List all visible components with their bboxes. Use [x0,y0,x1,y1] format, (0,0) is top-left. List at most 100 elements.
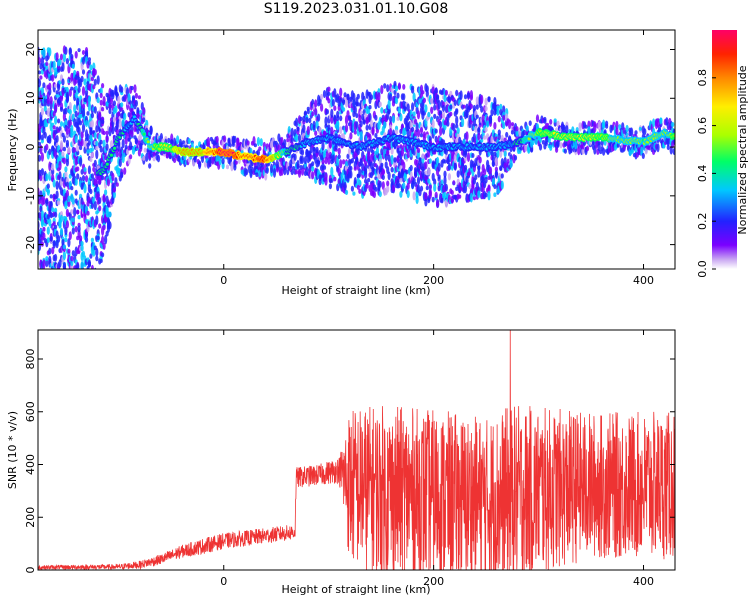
y-tick-label: 400 [24,454,37,475]
spectrogram-noise-blob [64,107,68,115]
spectrogram-noise-blob [484,192,488,198]
spectrogram-noise-blob [425,185,429,191]
spectrogram-noise-blob [48,47,52,57]
spectrogram-noise-blob [314,130,318,136]
spectrogram-noise-blob [60,284,63,294]
y-tick-label: 200 [24,507,37,528]
spectrogram-noise-blob [359,110,363,116]
spectrogram-noise-blob [60,271,63,278]
spectrogram-noise-blob [40,241,45,247]
spectrogram-noise-blob [347,148,352,156]
spectrogram-noise-blob [46,188,50,196]
spectrogram-noise-blob [67,248,71,254]
spectrogram-noise-blob [331,99,335,107]
spectrogram-noise-blob [416,147,421,154]
spectrogram-noise-blob [343,181,347,191]
spectrogram-noise-blob [399,178,403,183]
spectrogram-noise-blob [98,111,102,120]
snr-y-label: SNR (10 * v/v) [6,411,19,489]
spectrogram-noise-blob [42,259,46,269]
spectrogram-noise-blob [49,236,53,242]
spectrogram-noise-blob [255,172,259,177]
spectrogram-noise-blob [380,84,384,95]
y-tick-label: 10 [24,91,37,105]
colorbar: 0.00.20.40.60.8 Normalized spectral ampl… [696,30,749,278]
spectrogram-noise-blob [352,92,356,102]
spectrogram-noise-blob [84,120,89,127]
spectrogram-noise-blob [513,155,518,161]
spectrogram-noise-blob [403,173,407,178]
spectrogram-noise-blob [93,78,97,86]
spectrogram-noise-blob [502,114,506,121]
spectrogram-noise-blob [70,124,74,133]
spectrogram-noise-blob [230,161,234,172]
spectrogram-noise-blob [372,191,376,199]
spectrogram-noise-blob [471,153,475,158]
spectrogram-noise-blob [358,179,362,186]
spectrogram-noise-blob [72,273,75,277]
spectrogram-noise-blob [105,130,109,136]
spectrogram-noise-blob [391,184,396,192]
spectrogram-noise-blob [584,124,588,129]
spectrogram-noise-blob [173,157,177,163]
spectrogram-noise-blob [462,139,466,145]
spectrogram-noise-blob [41,279,44,288]
spectrogram-noise-blob [111,125,115,135]
spectrogram-noise-blob [369,94,374,100]
spectrogram-noise-blob [99,145,103,153]
spectrogram-noise-blob [466,92,471,99]
spectrogram-noise-blob [61,287,64,291]
spectrogram-noise-blob [134,92,138,99]
spectrogram-noise-blob [378,180,382,188]
spectrogram-noise-blob [83,183,87,194]
spectrogram-noise-blob [300,167,305,176]
spectrogram-noise-blob [84,175,89,183]
spectrogram-noise-blob [95,125,99,133]
spectrogram-noise-blob [480,105,484,113]
spectrogram-noise-blob [89,188,93,195]
spectrogram-noise-blob [328,183,332,190]
spectrogram-noise-blob [46,183,50,189]
spectrogram-noise-blob [327,157,331,165]
spectrogram-noise-blob [64,46,68,55]
spectrogram-noise-blob [358,168,362,178]
spectrogram-noise-blob [156,154,161,163]
spectrogram-noise-blob [65,139,69,146]
spectrogram-noise-blob [74,135,78,144]
spectrogram-noise-blob [446,120,450,127]
spectrogram-noise-blob [543,116,547,122]
spectrogram-noise-blob [296,159,300,170]
spectrogram-noise-blob [491,160,495,167]
spectrogram-noise-blob [406,190,410,199]
spectrogram-noise-blob [317,113,321,122]
spectrogram-noise-blob [89,157,93,163]
spectrogram-noise-blob [320,103,324,112]
spectrogram-noise-blob [399,190,403,198]
spectrogram-noise-blob [321,159,325,164]
spectrogram-noise-blob [142,117,146,123]
spectrogram-noise-blob [38,154,42,162]
spectrogram-noise-blob [641,152,645,159]
spectrogram-noise-blob [296,126,300,132]
spectrogram-noise-blob [40,152,45,162]
spectrogram-noise-blob [286,138,290,143]
spectrogram-noise-blob [115,182,119,187]
spectrogram-noise-blob [51,163,55,171]
spectrogram-noise-blob [347,115,352,121]
spectrogram-noise-blob [89,126,93,135]
spectrogram-noise-blob [51,207,55,213]
spectrogram-noise-blob [59,227,64,236]
spectrogram-noise-blob [352,99,356,108]
spectrogram-noise-blob [45,199,49,207]
spectrogram-noise-blob [505,131,509,138]
snr-series-line [38,330,675,570]
spectrogram-noise-blob [79,288,82,294]
spectrogram-noise-blob [565,125,569,135]
spectrogram-noise-blob [102,242,106,250]
spectrogram-noise-blob [399,144,403,149]
spectrogram-noise-blob [418,98,422,105]
spectrogram-noise-blob [148,163,152,169]
spectrogram-noise-blob [46,237,50,244]
spectrogram-noise-blob [58,278,61,285]
spectrogram-noise-blob [79,157,83,167]
